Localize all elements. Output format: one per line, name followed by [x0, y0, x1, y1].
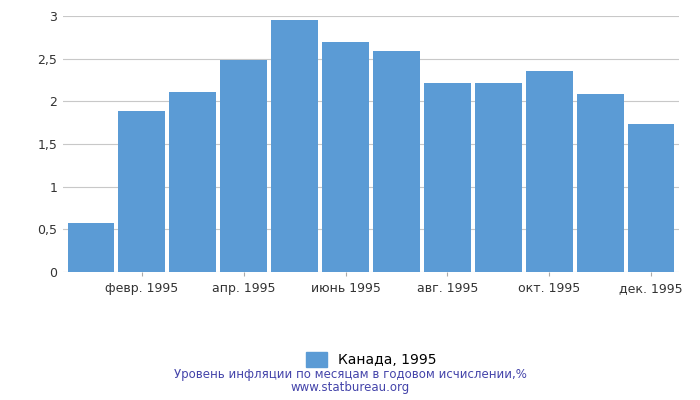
Bar	[271, 20, 318, 272]
Text: Уровень инфляции по месяцам в годовом исчислении,%: Уровень инфляции по месяцам в годовом ис…	[174, 368, 526, 381]
Bar	[322, 42, 369, 272]
Bar	[68, 222, 114, 272]
Text: www.statbureau.org: www.statbureau.org	[290, 381, 410, 394]
Bar	[475, 82, 522, 272]
Bar	[118, 111, 165, 272]
Bar	[526, 72, 573, 272]
Bar	[628, 124, 674, 272]
Bar	[373, 51, 420, 272]
Bar	[424, 82, 471, 272]
Bar	[169, 92, 216, 272]
Bar	[220, 60, 267, 272]
Legend: Канада, 1995: Канада, 1995	[300, 346, 442, 372]
Bar	[577, 94, 624, 272]
